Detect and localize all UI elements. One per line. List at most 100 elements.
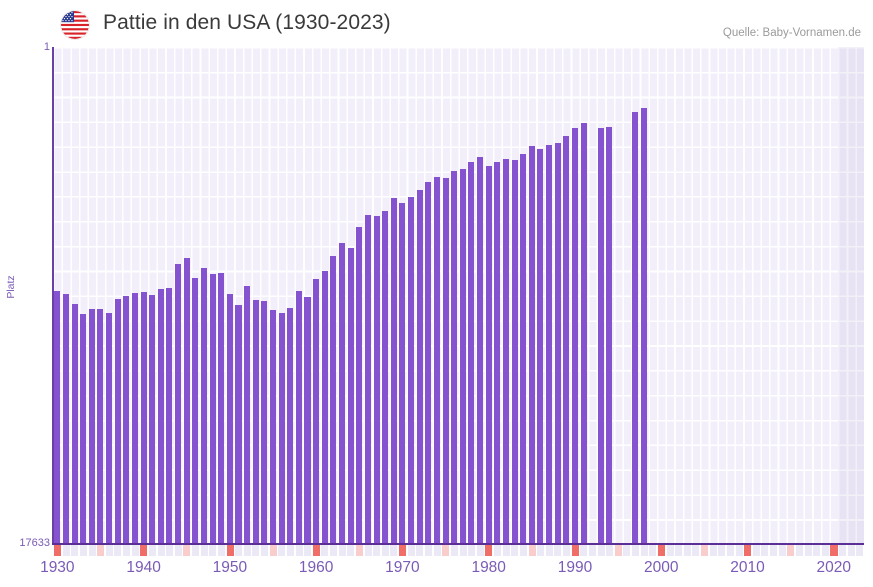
x-tick-mark [390,545,398,556]
bar[interactable] [364,214,371,544]
x-tick-mark [399,545,407,556]
bar[interactable] [347,248,354,544]
bar[interactable] [563,136,570,544]
bar[interactable] [451,171,458,544]
bar[interactable] [80,314,87,544]
bar[interactable] [226,293,233,544]
bar[interactable] [321,271,328,544]
bar[interactable] [235,305,242,544]
x-tick-mark [235,545,243,556]
bar[interactable] [192,277,199,544]
x-tick-mark [131,545,139,556]
x-tick-mark [597,545,605,556]
x-tick-mark [640,545,648,556]
bar[interactable] [339,243,346,544]
bar[interactable] [157,289,164,544]
bar[interactable] [123,296,130,544]
x-tick-mark [563,545,571,556]
x-tick-mark [364,545,372,556]
bar[interactable] [71,304,78,544]
bar[interactable] [54,290,61,544]
x-tick-mark [321,545,329,556]
bar[interactable] [356,226,363,544]
bar[interactable] [183,257,190,544]
x-tick-mark [692,545,700,556]
bar[interactable] [580,123,587,544]
bar[interactable] [131,293,138,544]
x-tick-mark [744,545,752,556]
bar[interactable] [114,299,121,544]
bar[interactable] [477,157,484,544]
x-tick-mark [683,545,691,556]
bar[interactable] [537,149,544,544]
bar[interactable] [485,166,492,544]
x-tick-mark [355,545,363,556]
bar[interactable] [494,162,501,544]
bar[interactable] [218,272,225,544]
bar[interactable] [433,177,440,544]
bar[interactable] [140,291,147,544]
bar[interactable] [502,158,509,544]
bars-layer [53,47,864,544]
x-tick-mark [97,545,105,556]
bar[interactable] [373,216,380,544]
x-tick-mark [278,545,286,556]
x-tick-mark [856,545,864,556]
bar[interactable] [528,146,535,544]
bar[interactable] [295,290,302,544]
bar[interactable] [468,161,475,544]
bar[interactable] [442,177,449,544]
x-tick-mark [580,545,588,556]
bar[interactable] [520,153,527,544]
bar[interactable] [606,127,613,544]
x-tick-mark [752,545,760,556]
x-tick-mark [778,545,786,556]
x-tick-mark [174,545,182,556]
bar[interactable] [632,111,639,544]
bar[interactable] [244,286,251,544]
bar[interactable] [149,294,156,544]
bar[interactable] [546,145,553,544]
bar[interactable] [62,294,69,544]
bar[interactable] [200,267,207,544]
bar[interactable] [261,300,268,544]
bar[interactable] [571,127,578,544]
bar[interactable] [408,197,415,544]
x-tick-mark [269,545,277,556]
bar[interactable] [106,313,113,544]
bar[interactable] [304,297,311,544]
bar[interactable] [511,160,518,544]
bar[interactable] [459,168,466,544]
x-tick-mark [537,545,545,556]
bar[interactable] [640,108,647,544]
x-tick-mark [718,545,726,556]
bar[interactable] [399,202,406,544]
x-tick-mark [88,545,96,556]
bar[interactable] [597,127,604,544]
bar[interactable] [287,307,294,544]
x-tick-mark [545,545,553,556]
bar[interactable] [313,278,320,544]
x-tick-mark [217,545,225,556]
bar[interactable] [382,211,389,544]
x-tick-mark [657,545,665,556]
x-tick-mark [571,545,579,556]
bar[interactable] [390,198,397,544]
x-tick-mark [666,545,674,556]
x-tick-mark [424,545,432,556]
bar[interactable] [175,264,182,544]
bar[interactable] [209,274,216,544]
bar[interactable] [278,312,285,544]
bar[interactable] [330,256,337,544]
bar[interactable] [554,143,561,544]
x-tick-mark [519,545,527,556]
bar[interactable] [269,309,277,544]
bar[interactable] [166,287,173,544]
bar[interactable] [425,181,432,544]
bar[interactable] [416,189,423,544]
bar[interactable] [252,300,259,544]
bar[interactable] [97,308,104,544]
x-tick-mark [468,545,476,556]
bar[interactable] [88,309,95,544]
